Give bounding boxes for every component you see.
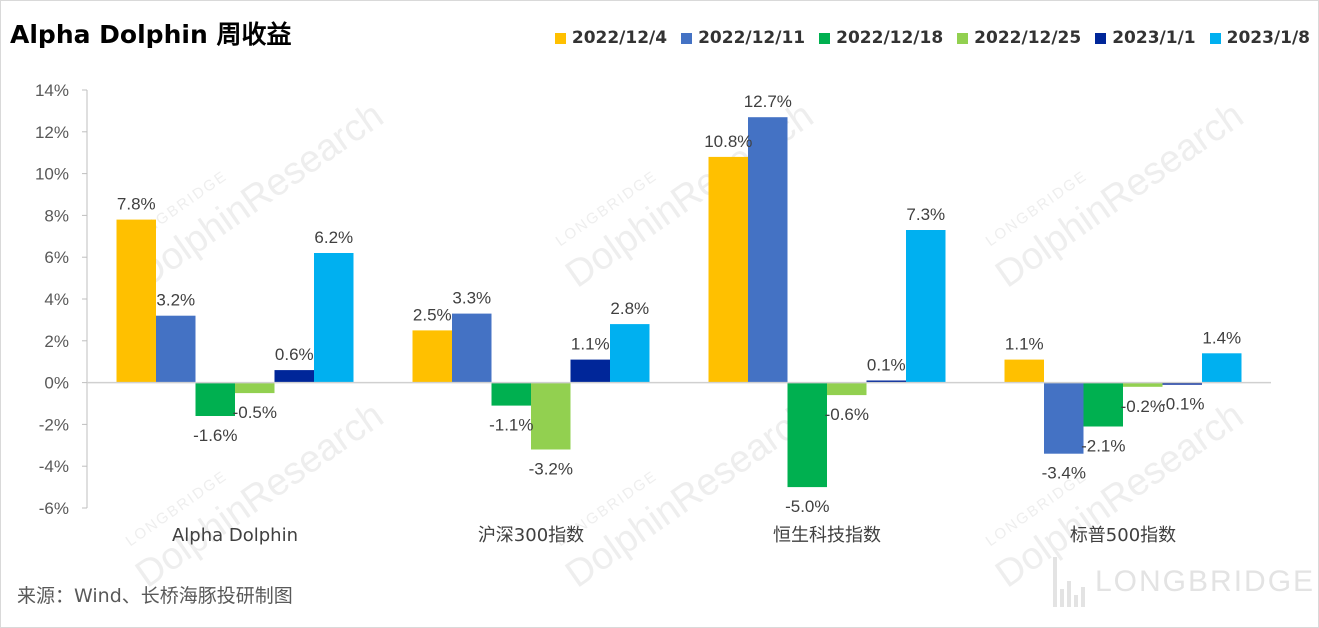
legend-swatch (554, 32, 566, 44)
source-note: 来源：Wind、长桥海豚投研制图 (17, 585, 293, 607)
data-label: 2.8% (610, 299, 649, 318)
legend-item: 2022/12/11 (681, 28, 805, 48)
legend-swatch (819, 32, 831, 44)
y-tick-label: 8% (44, 206, 69, 225)
bar (1162, 382, 1202, 385)
y-tick-label: -2% (39, 415, 69, 434)
legend-label: 2022/12/4 (571, 28, 668, 48)
y-tick-label: 0% (44, 374, 69, 393)
y-tick-label: 6% (44, 248, 69, 267)
bar (906, 230, 946, 383)
data-label: -1.1% (489, 416, 533, 435)
bar (708, 156, 748, 383)
bar (195, 382, 235, 416)
bar (116, 219, 156, 383)
y-tick-label: -4% (39, 457, 69, 476)
bar (274, 370, 314, 383)
bar (866, 380, 906, 383)
data-label: -0.6% (825, 405, 869, 424)
x-category-label: Alpha Dolphin (172, 525, 298, 546)
bar (452, 313, 492, 383)
legend-swatch (957, 32, 969, 44)
y-tick-label: -6% (39, 499, 69, 518)
legend-item: 2022/12/18 (819, 28, 943, 48)
bar (412, 330, 452, 383)
logo-word: LONGBRIDGE (1095, 565, 1316, 598)
data-label: 10.8% (704, 132, 752, 151)
legend-item: 2022/12/25 (957, 28, 1081, 48)
bar (748, 117, 788, 383)
data-label: 1.1% (571, 335, 610, 354)
x-category-label: 标普500指数 (1070, 525, 1176, 546)
data-label: 0.6% (275, 345, 314, 364)
data-label: 1.1% (1005, 335, 1044, 354)
data-label: -2.1% (1081, 437, 1125, 456)
x-category-label: 沪深300指数 (478, 525, 584, 546)
data-label: 7.8% (117, 195, 156, 214)
bar (156, 315, 196, 383)
data-label: -5.0% (785, 497, 829, 516)
data-label: -0.1% (1160, 395, 1204, 414)
data-label: 3.2% (156, 291, 195, 310)
bar (1123, 382, 1163, 387)
y-axis: 14% 12% 10% 8% 6% 4% 2% 0% -2% -4% -6% (35, 81, 88, 518)
bar (1004, 359, 1044, 383)
y-tick-label: 10% (35, 165, 69, 184)
legend-swatch (681, 32, 693, 44)
watermark-name: DolphinResearch (558, 394, 821, 596)
data-label: -3.2% (529, 460, 573, 479)
bar (1044, 382, 1084, 454)
bar (1202, 353, 1242, 383)
data-label: -0.2% (1121, 397, 1165, 416)
data-label: -0.5% (233, 403, 277, 422)
legend: 2022/12/4 2022/12/11 2022/12/18 2022/12/25 2… (554, 28, 1310, 48)
bar (491, 382, 531, 406)
x-axis: Alpha Dolphin 沪深300指数 恒生科技指数 标普500指数 (87, 381, 1271, 546)
bars (116, 117, 1242, 488)
legend-swatch (1209, 32, 1221, 44)
y-tick-label: 2% (44, 332, 69, 351)
data-label: 7.3% (906, 205, 945, 224)
y-tick-label: 4% (44, 290, 69, 309)
legend-label: 2022/12/18 (836, 28, 944, 48)
legend-item: 2023/1/8 (1209, 28, 1310, 48)
x-category-label: 恒生科技指数 (773, 525, 881, 546)
legend-swatch (1095, 32, 1107, 44)
data-labels: 7.8% 3.2% -1.6% -0.5% 0.6% 6.2% 2.5%3.3% -1.1% -… (117, 92, 1241, 516)
data-label: 1.4% (1202, 328, 1241, 347)
legend-label: 2023/1/1 (1112, 28, 1196, 48)
data-label: 6.2% (314, 228, 353, 247)
bar (531, 382, 571, 450)
legend-label: 2022/12/11 (698, 28, 806, 48)
data-label: 12.7% (744, 92, 792, 111)
legend-label: 2022/12/25 (974, 28, 1082, 48)
bar (570, 359, 610, 383)
logo-bars-icon (1053, 557, 1085, 607)
y-tick-label: 14% (35, 81, 69, 100)
legend-label: 2023/1/8 (1226, 28, 1310, 48)
legend-item: 2022/12/4 (554, 28, 668, 48)
watermark-name: DolphinResearch (988, 94, 1251, 296)
data-label: 0.1% (867, 356, 906, 375)
bar (827, 382, 867, 396)
data-label: -3.4% (1042, 464, 1086, 483)
watermark-name: DolphinResearch (128, 394, 391, 596)
bar (1083, 382, 1123, 427)
data-label: -1.6% (193, 426, 237, 445)
data-label: 3.3% (452, 289, 491, 308)
bar (314, 253, 354, 383)
data-label: 2.5% (413, 305, 452, 324)
bar (235, 382, 275, 394)
bar (610, 324, 650, 383)
legend-item: 2023/1/1 (1095, 28, 1196, 48)
bar (787, 382, 827, 488)
y-tick-label: 12% (35, 123, 69, 142)
chart-title: Alpha Dolphin 周收益 (10, 20, 292, 49)
longbridge-logo-watermark: LONGBRIDGE (1053, 557, 1315, 607)
